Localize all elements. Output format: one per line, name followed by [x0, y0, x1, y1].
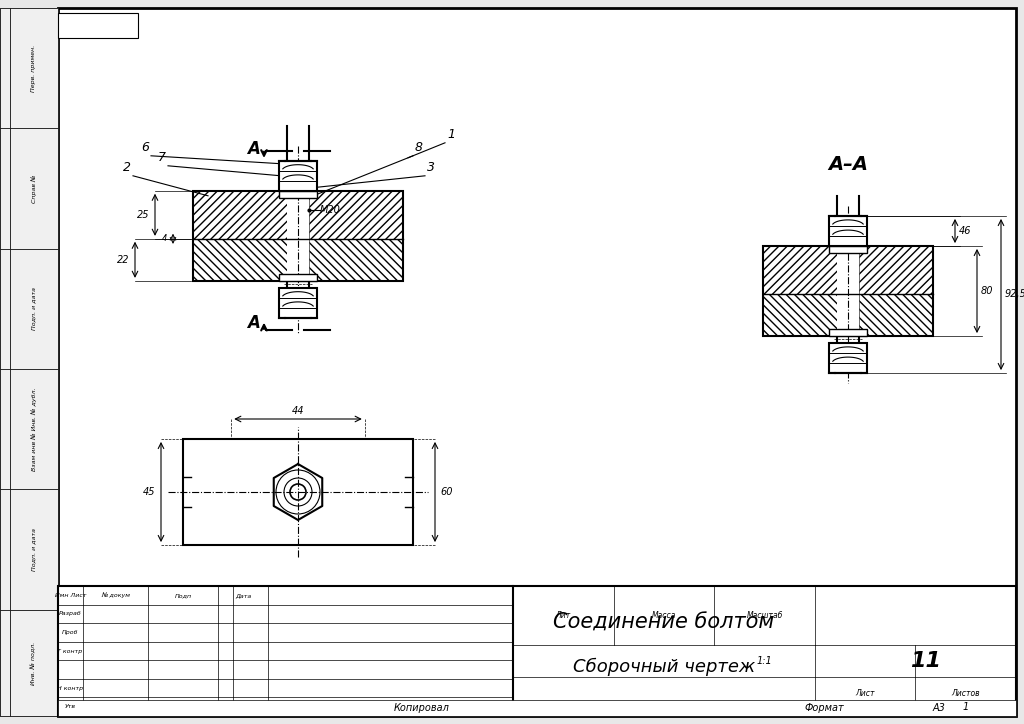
Text: 46: 46: [958, 226, 971, 236]
Text: Н контр: Н контр: [57, 686, 83, 691]
Text: 60: 60: [440, 487, 454, 497]
Text: Подп. и дата: Подп. и дата: [32, 287, 37, 330]
Bar: [193, 191, 403, 281]
Text: Масштаб: Масштаб: [746, 611, 782, 620]
Text: Формат: Формат: [805, 703, 844, 713]
Text: Взам инв № Инв. № дубл.: Взам инв № Инв. № дубл.: [31, 387, 37, 471]
Text: Лит: Лит: [556, 611, 571, 620]
Text: 7: 7: [158, 151, 166, 164]
Bar: [10, 8, 58, 128]
Bar: [58, 13, 138, 38]
Bar: [287, 126, 309, 281]
Text: Утв: Утв: [65, 704, 76, 710]
Text: Копировал: Копировал: [394, 703, 450, 713]
Bar: [58, 586, 1016, 716]
Bar: [279, 274, 317, 281]
Text: А: А: [248, 140, 260, 158]
Polygon shape: [309, 191, 403, 239]
Bar: [829, 343, 867, 373]
Text: Разраб: Разраб: [58, 611, 81, 616]
Bar: [829, 329, 867, 336]
Text: Сборочный чертеж: Сборочный чертеж: [572, 657, 755, 675]
Text: М20: М20: [319, 205, 341, 215]
Text: Листов: Листов: [951, 689, 980, 699]
Bar: [58, 700, 1016, 716]
Polygon shape: [193, 239, 287, 281]
Polygon shape: [763, 294, 837, 336]
Text: Масса: Масса: [651, 611, 676, 620]
Bar: [0, 369, 10, 489]
Text: Перв. примен.: Перв. примен.: [32, 45, 37, 92]
Text: 6: 6: [141, 140, 150, 153]
Bar: [829, 216, 867, 246]
Text: 2: 2: [123, 161, 131, 174]
Bar: [279, 191, 317, 198]
Text: 1: 1: [447, 128, 455, 140]
Text: 3: 3: [427, 161, 435, 174]
Text: Лист: Лист: [855, 689, 874, 699]
Text: 1: 1: [963, 702, 969, 712]
Bar: [829, 246, 867, 253]
Text: Подп: Подп: [174, 593, 191, 598]
Text: Т контр: Т контр: [57, 649, 83, 654]
Text: 92,5: 92,5: [1006, 290, 1024, 300]
Polygon shape: [309, 239, 403, 281]
Text: 11: 11: [910, 652, 941, 671]
Text: Инв. № подл.: Инв. № подл.: [32, 641, 37, 684]
Text: 45: 45: [142, 487, 156, 497]
Bar: [0, 128, 10, 249]
Bar: [0, 249, 10, 369]
Bar: [183, 439, 413, 545]
Text: А: А: [248, 313, 260, 332]
Text: Соединение болтом: Соединение болтом: [553, 613, 774, 632]
Bar: [279, 288, 317, 318]
Text: Дата: Дата: [234, 593, 251, 598]
Text: Имн Лист: Имн Лист: [55, 593, 86, 598]
Bar: [0, 610, 10, 716]
Text: Справ №: Справ №: [31, 174, 37, 203]
Bar: [10, 369, 58, 489]
Bar: [10, 249, 58, 369]
Text: Подп. и дата: Подп. и дата: [32, 528, 37, 571]
Bar: [0, 489, 10, 610]
Polygon shape: [193, 191, 287, 239]
Polygon shape: [859, 294, 933, 336]
Text: 8: 8: [415, 140, 423, 153]
Text: № докум: № докум: [101, 592, 130, 598]
Bar: [279, 161, 317, 191]
Text: Проб: Проб: [61, 630, 78, 635]
Polygon shape: [763, 246, 837, 294]
Bar: [0, 8, 58, 716]
Text: 1:1: 1:1: [757, 657, 772, 666]
Bar: [837, 196, 859, 336]
Text: 4: 4: [163, 235, 168, 243]
Text: 44: 44: [292, 406, 304, 416]
Bar: [763, 246, 933, 336]
Bar: [0, 8, 10, 128]
Bar: [10, 489, 58, 610]
Text: 25: 25: [137, 210, 150, 220]
Text: 22: 22: [117, 255, 129, 265]
Text: А–А: А–А: [828, 154, 868, 174]
Text: 80: 80: [981, 286, 993, 296]
Bar: [10, 128, 58, 249]
Text: А3: А3: [933, 703, 946, 713]
Polygon shape: [859, 246, 933, 294]
Bar: [10, 610, 58, 716]
